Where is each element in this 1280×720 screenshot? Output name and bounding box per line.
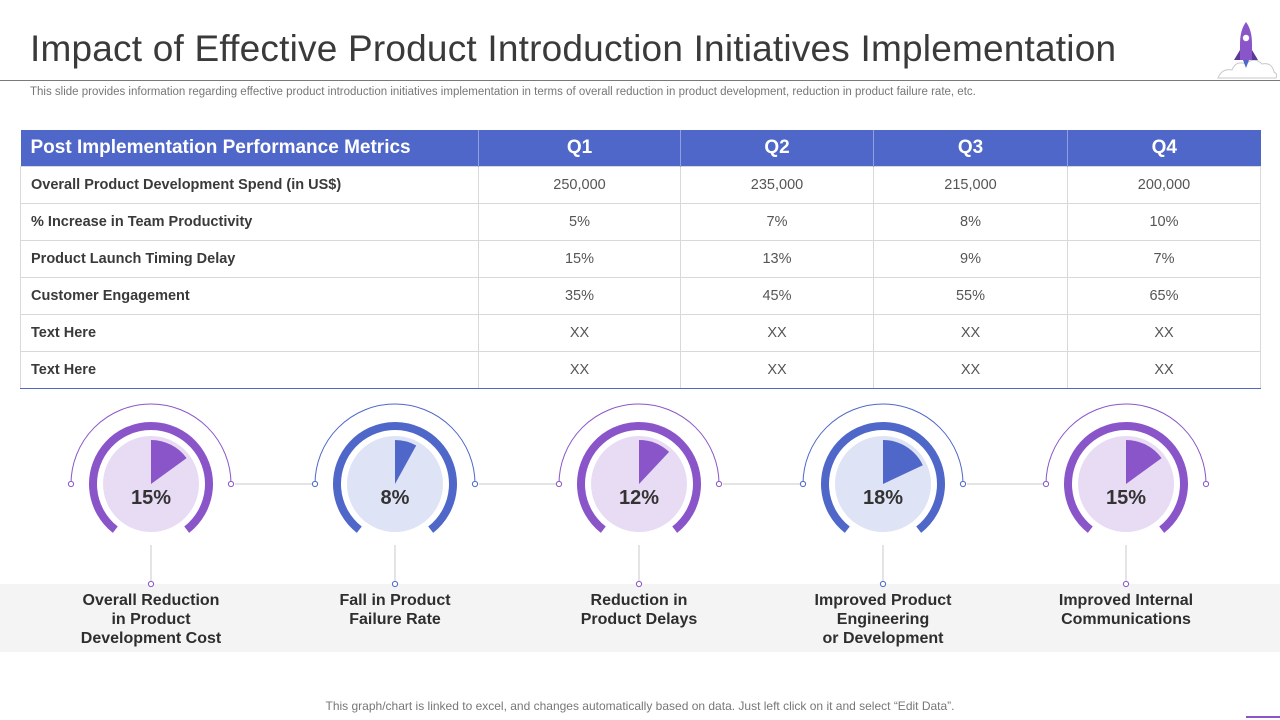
gauge-percentage: 12% xyxy=(618,487,660,509)
gauge-percentage: 18% xyxy=(862,487,904,509)
gauge-graphic xyxy=(67,403,235,588)
gauge-ring xyxy=(821,422,945,533)
gauge-drop-dot xyxy=(879,580,887,588)
table-row: Customer Engagement 35% 45% 55% 65% xyxy=(20,277,1261,315)
table-cell: XX xyxy=(680,314,874,352)
gauge-percentage: 8% xyxy=(380,487,410,509)
table-header-cell: Post Implementation Performance Metrics xyxy=(20,130,479,167)
rocket-icon xyxy=(1217,22,1278,79)
table-cell: 250,000 xyxy=(478,166,681,204)
gauge-label: Fall in Product Failure Rate xyxy=(339,592,451,628)
gauge-value-wedge xyxy=(151,440,187,484)
table-cell: 7% xyxy=(1067,240,1261,278)
gauge-arc-endpoint xyxy=(227,480,235,488)
table-cell: 9% xyxy=(873,240,1068,278)
gauge-outer-arc xyxy=(70,403,232,485)
table-cell: XX xyxy=(478,351,681,389)
gauge-graphic xyxy=(555,403,723,588)
table-header-cell: Q4 xyxy=(1067,130,1261,167)
gauge-arc-endpoint xyxy=(1202,480,1210,488)
row-label: Text Here xyxy=(20,351,479,389)
table-cell: 7% xyxy=(680,203,874,241)
gauge-label: Improved Internal Communications xyxy=(1058,592,1194,628)
gauge-arc-endpoint xyxy=(715,480,723,488)
gauge-graphic xyxy=(1042,403,1210,588)
table-row: Text Here XX XX XX XX xyxy=(20,351,1261,389)
title-divider xyxy=(0,80,1280,81)
table-cell: 200,000 xyxy=(1067,166,1261,204)
gauge-ring xyxy=(333,422,457,533)
gauge-arc-endpoint xyxy=(1042,480,1050,488)
table-cell: 10% xyxy=(1067,203,1261,241)
gauge-ring xyxy=(577,422,701,533)
gauge-outer-arc xyxy=(314,403,476,485)
gauge-ring xyxy=(1064,422,1188,533)
gauge-arc-endpoint xyxy=(67,480,75,488)
table-row: Product Launch Timing Delay 15% 13% 9% 7… xyxy=(20,240,1261,278)
table-row: % Increase in Team Productivity 5% 7% 8%… xyxy=(20,203,1261,241)
table-cell: 8% xyxy=(873,203,1068,241)
table-cell: 15% xyxy=(478,240,681,278)
table-cell: 215,000 xyxy=(873,166,1068,204)
gauge-communications: 15% xyxy=(1041,400,1211,600)
table-cell: 65% xyxy=(1067,277,1261,315)
row-label: Overall Product Development Spend (in US… xyxy=(20,166,479,204)
gauge-graphic xyxy=(799,403,967,588)
corner-accent xyxy=(1246,716,1280,718)
table-header-cell: Q3 xyxy=(873,130,1068,167)
gauge-label: Overall Reduction in Product Development… xyxy=(80,592,222,647)
gauge-failure-rate: 8% xyxy=(310,400,480,600)
gauge-percentage: 15% xyxy=(130,487,172,509)
gauge-label-band xyxy=(0,584,1280,652)
table-cell: XX xyxy=(873,351,1068,389)
page-title: Impact of Effective Product Introduction… xyxy=(30,28,1117,69)
gauge-outer-arc xyxy=(802,403,964,485)
gauge-graphic xyxy=(311,403,479,588)
gauge-engineering: 18% xyxy=(798,400,968,600)
gauge-drop-dot xyxy=(635,580,643,588)
gauge-drop-dot xyxy=(1122,580,1130,588)
page-subtitle: This slide provides information regardin… xyxy=(30,86,976,98)
footnote: This graph/chart is linked to excel, and… xyxy=(325,699,955,713)
gauge-percentage: 15% xyxy=(1105,487,1147,509)
gauge-outer-arc xyxy=(558,403,720,485)
gauge-value-wedge xyxy=(883,440,923,484)
gauge-drop-dot xyxy=(147,580,155,588)
gauge-ring xyxy=(89,422,213,533)
row-label: Text Here xyxy=(20,314,479,352)
row-label: % Increase in Team Productivity xyxy=(20,203,479,241)
gauge-value-wedge xyxy=(395,440,417,484)
gauge-product-delays: 12% xyxy=(554,400,724,600)
gauge-arc-endpoint xyxy=(959,480,967,488)
table-header-cell: Q2 xyxy=(680,130,874,167)
gauge-arc-endpoint xyxy=(311,480,319,488)
gauge-label: Reduction in Product Delays xyxy=(580,592,698,628)
gauge-label: Improved Product Engineering or Developm… xyxy=(814,592,952,647)
table-row: Overall Product Development Spend (in US… xyxy=(20,166,1261,204)
gauge-overall-reduction: 15% xyxy=(66,400,236,600)
metrics-table: Post Implementation Performance Metrics … xyxy=(20,130,1261,389)
table-cell: 235,000 xyxy=(680,166,874,204)
gauge-arc-endpoint xyxy=(471,480,479,488)
gauge-drop-dot xyxy=(391,580,399,588)
table-cell: XX xyxy=(1067,351,1261,389)
gauge-outer-arc xyxy=(1045,403,1207,485)
gauge-value-wedge xyxy=(1126,440,1162,484)
table-header-cell: Q1 xyxy=(478,130,681,167)
gauge-arc-endpoint xyxy=(799,480,807,488)
table-header-row: Post Implementation Performance Metrics … xyxy=(20,130,1261,167)
gauge-value-wedge xyxy=(639,440,670,484)
gauge-arc-endpoint xyxy=(555,480,563,488)
